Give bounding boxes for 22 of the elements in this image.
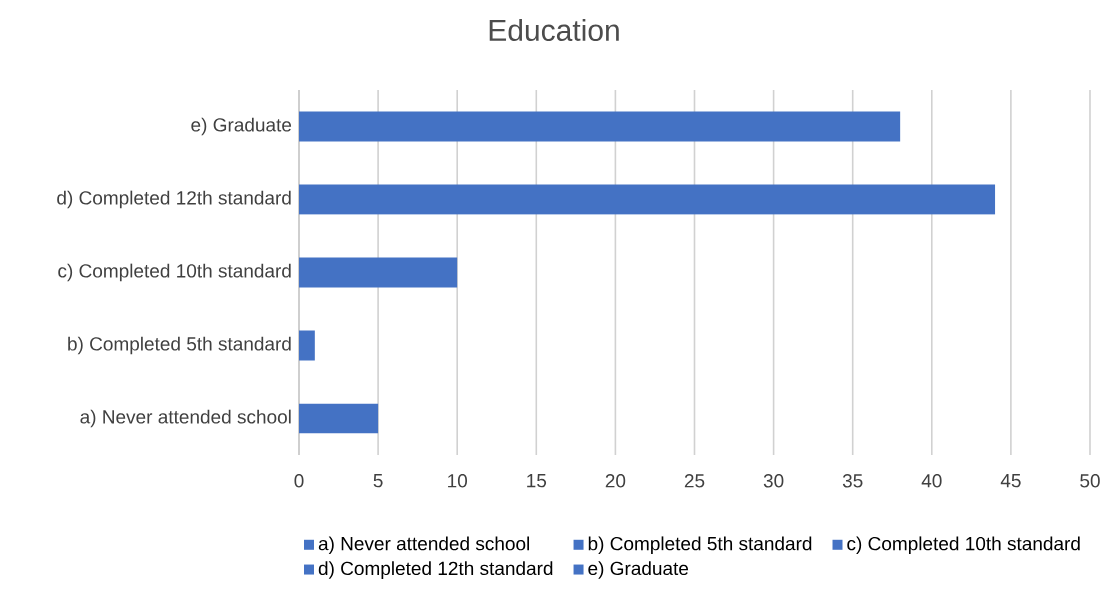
legend-label: d) Completed 12th standard [318,561,553,579]
y-tick-label: d) Completed 12th standard [57,190,291,209]
x-tick-label: 15 [527,474,547,488]
legend-label: e) Graduate [588,561,689,579]
x-tick-label: 30 [763,474,784,488]
chart-title: Education [489,18,619,41]
y-tick-label: b) Completed 5th standard [68,336,291,355]
x-tick-label: 10 [448,474,468,488]
x-tick-label: 40 [921,474,942,488]
x-tick-label: 0 [294,474,304,488]
legend-label: a) Never attended school [318,536,529,555]
legend-label: b) Completed 5th standard [588,536,812,555]
x-tick-label: 45 [1000,474,1021,488]
x-tick-label: 50 [1080,474,1100,488]
y-tick-label: c) Completed 10th standard [58,263,291,282]
x-tick-label: 35 [842,474,863,488]
legend-label: c) Completed 10th standard [847,536,1080,555]
x-tick-label: 5 [373,474,383,488]
y-tick-label: a) Never attended school [80,409,291,428]
x-tick-label: 25 [684,474,705,488]
y-tick-label: e) Graduate [191,117,292,136]
x-tick-label: 20 [605,474,626,488]
